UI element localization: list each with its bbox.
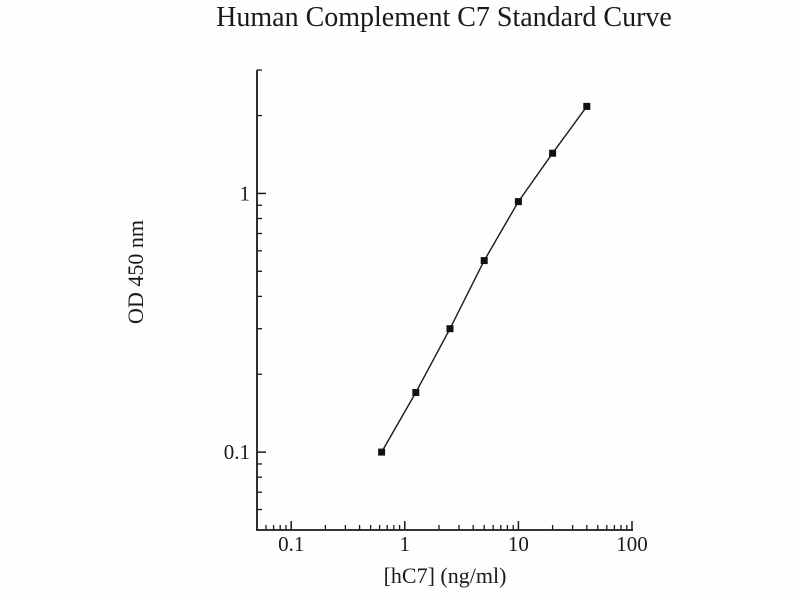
x-axis-label: [hC7] (ng/ml): [383, 563, 507, 588]
data-point-marker: [514, 198, 522, 206]
x-tick-label: 10: [508, 532, 529, 556]
data-point-marker: [549, 149, 557, 157]
x-tick-label: 0.1: [278, 532, 304, 556]
data-point-marker: [378, 448, 386, 456]
data-point-marker: [446, 325, 454, 333]
x-tick-label: 100: [616, 532, 648, 556]
chart-title: Human Complement C7 Standard Curve: [216, 2, 672, 33]
y-tick-label: 0.1: [224, 440, 250, 464]
standard-curve-line: [380, 105, 588, 453]
x-tick-label: 1: [400, 532, 411, 556]
data-point-marker: [412, 389, 420, 396]
data-point-marker: [583, 102, 591, 110]
y-tick-label: 1: [240, 181, 251, 205]
data-point-marker: [480, 257, 488, 265]
